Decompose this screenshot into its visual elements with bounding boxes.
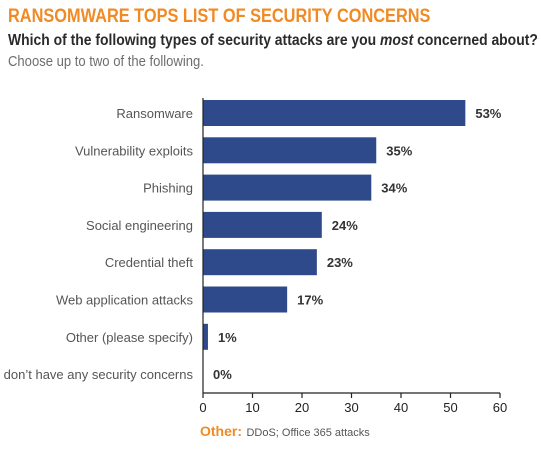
category-label: Credential theft (105, 255, 194, 270)
category-label: Ransomware (116, 106, 193, 121)
chart-instruction: Choose up to two of the following. (8, 53, 204, 70)
bar (203, 100, 466, 126)
x-tick-label: 40 (394, 400, 408, 415)
chart-question: Which of the following types of security… (8, 32, 538, 50)
data-label: 0% (213, 367, 232, 382)
category-label: Other (please specify) (66, 330, 193, 345)
bar (203, 249, 317, 276)
chart-title: RANSOMWARE TOPS LIST OF SECURITY CONCERN… (8, 6, 431, 27)
question-text-end: concerned about? (413, 32, 538, 49)
bar (203, 323, 208, 350)
category-label: Web application attacks (56, 293, 194, 308)
category-label: Social engineering (86, 218, 193, 233)
bar (203, 137, 377, 164)
category-label: Vulnerability exploits (75, 143, 194, 158)
data-label: 17% (297, 293, 323, 308)
data-label: 24% (332, 218, 358, 233)
footnote-text: DDoS; Office 365 attacks (246, 427, 370, 439)
x-tick-label: 20 (295, 400, 309, 415)
data-label: 53% (475, 106, 501, 121)
x-tick-label: 10 (245, 400, 259, 415)
footnote: Other: DDoS; Office 365 attacks (200, 423, 370, 441)
footnote-key: Other: (200, 423, 242, 439)
question-emphasis: most (380, 32, 414, 49)
x-tick-label: 50 (443, 400, 457, 415)
bar (203, 174, 372, 201)
category-label: Phishing (143, 181, 193, 196)
bar (203, 211, 322, 238)
x-tick-label: 30 (344, 400, 358, 415)
data-label: 34% (381, 181, 407, 196)
x-tick-label: 60 (493, 400, 507, 415)
data-label: 23% (327, 255, 353, 270)
question-text-start: Which of the following types of security… (8, 32, 381, 49)
data-label: 35% (386, 143, 412, 158)
data-label: 1% (218, 330, 237, 345)
x-tick-label: 0 (199, 400, 206, 415)
category-label: I don’t have any security concerns (0, 367, 193, 382)
bar (203, 286, 288, 313)
